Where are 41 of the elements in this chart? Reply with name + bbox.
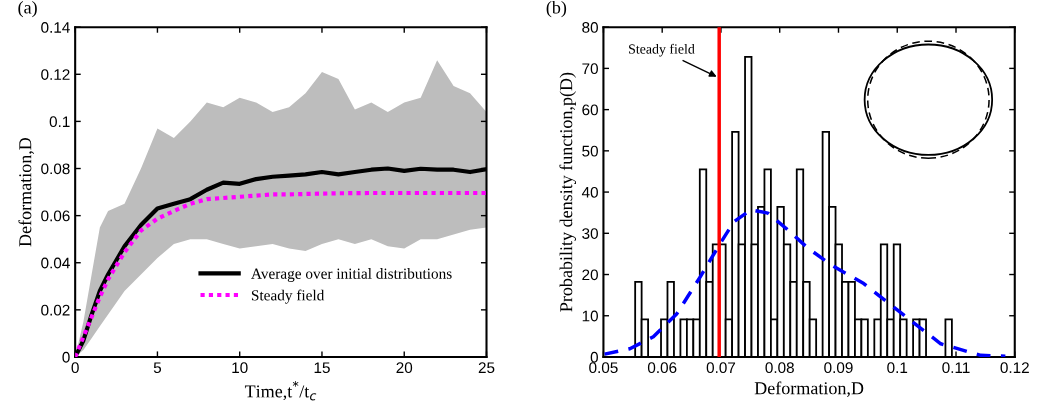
x-tick-label: 15 [314,362,330,374]
y-tick-label: 0.06 [41,210,70,222]
x-tick-label: 0 [71,362,79,374]
y-tick-label: 10 [582,310,598,322]
y-tick-label: 20 [582,269,598,281]
x-tick-label: 5 [153,362,162,374]
x-axis-title: Time,t$^{*}$/t$_{c}$ [244,381,317,401]
x-tick-label: 0.06 [647,362,677,374]
x-tick-label: 0.05 [589,362,618,374]
legend-label: Steady field [251,289,325,304]
y-tick-label: 0.12 [41,69,70,80]
y-tick-label: 70 [582,63,598,75]
chart-title: (a) [18,0,37,18]
y-tick-label: 80 [582,22,598,33]
y-tick-label: 0.02 [41,304,70,316]
x-tick-label: 0.12 [1000,362,1029,374]
x-tick-label: 0.11 [942,362,970,374]
y-tick-label: 60 [582,104,598,116]
x-tick-label: 25 [478,362,495,374]
y-tick-label: 0.14 [41,22,70,33]
line-series [603,208,1008,357]
x-axis-title: Deformation,D [754,381,864,397]
y-tick-label: 0.08 [41,163,70,175]
y-tick-label: 40 [581,186,598,198]
x-tick-label: 0.1 [887,362,908,374]
y-axis-title: Deformation,D [18,137,34,247]
y-axis-title: Probability density function,p(D) [559,72,577,312]
x-tick-label: 0.07 [706,362,736,374]
annotation: Steady field [629,43,695,57]
chart-title: (b) [546,0,567,18]
y-tick-label: 0 [62,351,70,363]
y-tick-label: 30 [582,228,598,239]
x-tick-label: 20 [396,362,413,374]
x-tick-label: 0.09 [824,362,853,374]
x-tick-label: 0.08 [765,362,794,374]
y-tick-label: 50 [582,145,598,157]
y-tick-label: 0.04 [41,257,70,269]
y-tick-label: 0 [590,351,598,363]
legend-label: Average over initial distributions [251,268,452,282]
y-tick-label: 0.1 [49,116,70,128]
x-tick-label: 10 [232,362,248,374]
